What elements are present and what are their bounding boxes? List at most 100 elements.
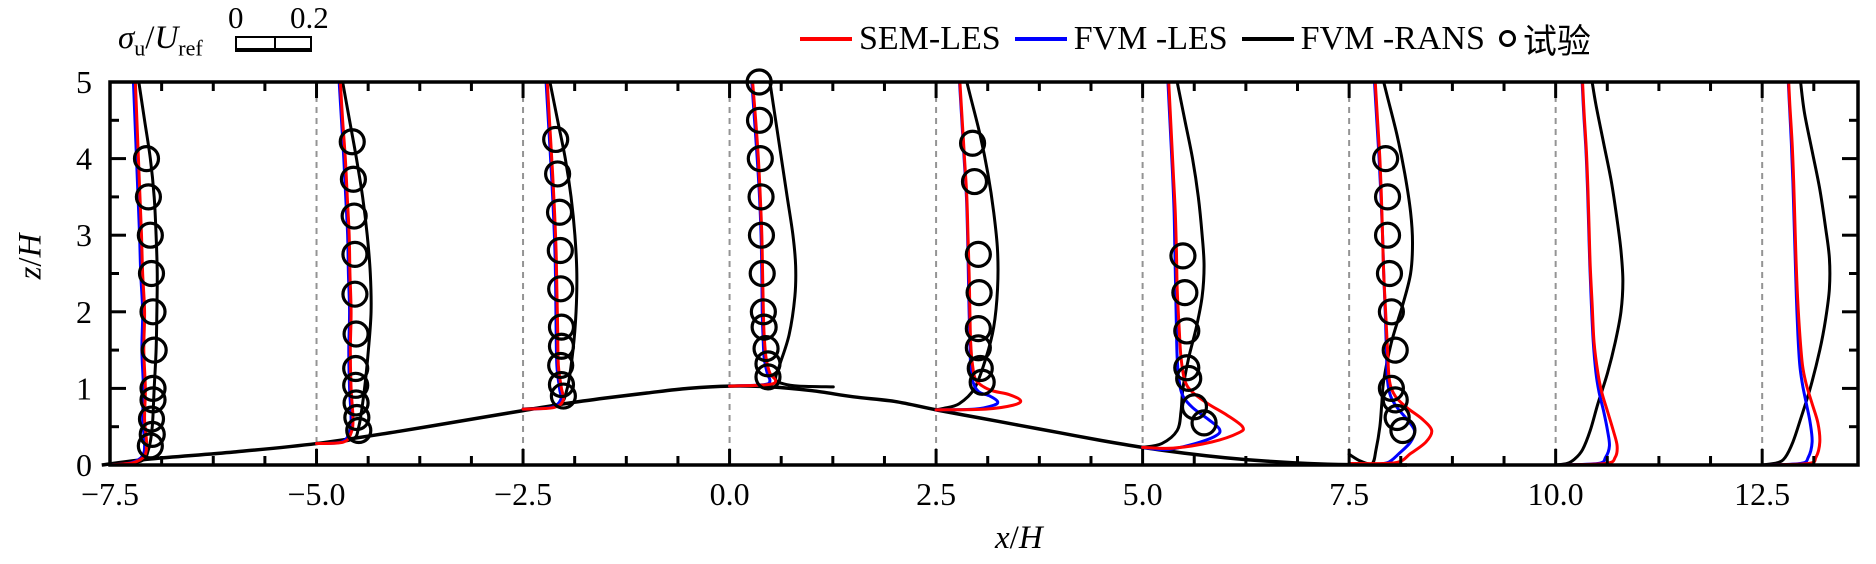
profile-rans-line xyxy=(1554,80,1625,467)
exp-marker xyxy=(136,221,164,249)
exp-marker xyxy=(342,371,370,399)
profile-sem-line xyxy=(934,80,1023,412)
profile-sem-line xyxy=(728,80,778,388)
exp-marker xyxy=(547,275,575,303)
exp-marker xyxy=(754,363,782,391)
y-title-var: z xyxy=(12,266,49,280)
profile-rans-line xyxy=(768,80,835,389)
y-tick-label: 2 xyxy=(76,294,92,330)
exp-marker xyxy=(745,106,774,134)
exp-marker xyxy=(340,202,368,230)
legend-item-sem-les: SEM-LES xyxy=(800,20,1001,58)
exp-marker xyxy=(1383,403,1411,432)
exp-marker xyxy=(544,160,572,188)
x-tick-label: 12.5 xyxy=(1734,476,1790,512)
exp-marker xyxy=(1373,221,1402,249)
x-title-den: H xyxy=(1018,520,1043,556)
exp-marker xyxy=(749,298,777,326)
scalebar-tick-02: 0.2 xyxy=(290,0,329,35)
scalebar-tick-0: 0 xyxy=(228,0,244,35)
x-tick-label: −5.0 xyxy=(287,476,345,512)
axes: −7.5 −5.0 −2.5 0.0 2.5 5.0 7.5 10.0 12.5 0 1 2 3 4 5 xyxy=(76,64,1860,512)
exp-marker xyxy=(341,280,369,308)
exp-marker xyxy=(345,416,373,445)
blue-line-swatch xyxy=(1014,36,1067,41)
legend: SEM-LES FVM -LES FVM -RANS 试验 xyxy=(800,14,1591,63)
profile-sem-line xyxy=(1760,80,1822,467)
exp-marker xyxy=(139,298,167,326)
exp-marker xyxy=(1375,259,1404,288)
exp-marker xyxy=(547,351,575,380)
exp-marker xyxy=(1381,386,1409,414)
exp-marker xyxy=(750,313,778,341)
exp-marker xyxy=(1381,336,1409,364)
exp-marker xyxy=(542,125,570,154)
exp-marker xyxy=(1169,242,1197,270)
exp-marker xyxy=(342,389,370,417)
exp-marker xyxy=(339,165,367,193)
exp-marker xyxy=(1377,298,1405,326)
exp-marker xyxy=(1373,183,1402,211)
exp-marker xyxy=(342,354,370,383)
exp-marker xyxy=(748,259,776,288)
x-tick-label: 5.0 xyxy=(1123,476,1163,512)
exp-marker xyxy=(547,370,576,399)
exp-marker xyxy=(752,334,780,363)
exp-marker xyxy=(342,320,370,348)
y-tick-label: 4 xyxy=(76,141,92,177)
exp-marker xyxy=(547,332,576,360)
exp-marker xyxy=(341,240,369,268)
exp-marker xyxy=(136,432,164,460)
experiment-markers xyxy=(132,68,1417,460)
sigma-symbol: σ xyxy=(118,20,135,56)
circle-marker-swatch xyxy=(1498,30,1516,47)
uref-symbol: U xyxy=(154,20,179,56)
legend-label-sem-les: SEM-LES xyxy=(859,19,1001,57)
profile-sem-line xyxy=(315,80,355,446)
profile-fvm-line xyxy=(1141,80,1222,452)
x-title-var: x xyxy=(995,520,1010,556)
black-line-swatch xyxy=(1241,36,1294,41)
exp-marker xyxy=(958,129,987,157)
exp-marker xyxy=(138,420,166,448)
y-title-den: H xyxy=(12,233,49,258)
exp-marker xyxy=(546,236,574,265)
exp-marker xyxy=(747,183,775,211)
station-lines xyxy=(315,82,1764,465)
x-tick-label: 0.0 xyxy=(710,476,750,512)
exp-marker xyxy=(1173,354,1201,382)
sigma-subscript: u xyxy=(134,35,146,61)
exp-marker xyxy=(1377,374,1405,402)
exp-marker xyxy=(139,374,167,402)
y-axis-title: z/H xyxy=(12,234,49,280)
legend-item-fvm-rans: FVM -RANS xyxy=(1241,19,1485,58)
exp-marker xyxy=(140,336,168,364)
profile-rans-line xyxy=(1760,80,1832,467)
exp-marker xyxy=(968,368,996,396)
red-line-swatch xyxy=(800,36,852,41)
y-tick-label: 0 xyxy=(76,447,92,483)
exp-marker xyxy=(964,334,992,362)
y-title-div: / xyxy=(12,257,49,267)
uref-subscript: ref xyxy=(178,35,203,61)
exp-marker xyxy=(1173,317,1201,345)
exp-marker xyxy=(746,145,774,173)
exp-marker xyxy=(549,382,577,410)
exp-marker xyxy=(754,350,782,378)
exp-marker xyxy=(338,128,366,156)
exp-marker xyxy=(137,405,166,433)
y-tick-label: 3 xyxy=(76,217,92,253)
exp-marker xyxy=(545,198,574,226)
exp-marker xyxy=(966,354,994,383)
x-axis-title: x/H xyxy=(995,520,1043,557)
legend-label-fvm-rans: FVM -RANS xyxy=(1300,19,1485,57)
legend-label-fvm-les: FVM -LES xyxy=(1073,19,1228,57)
profile-fvm-line xyxy=(315,80,353,446)
profile-sem-line xyxy=(1554,80,1619,467)
x-tick-label: 10.0 xyxy=(1528,476,1584,512)
exp-marker xyxy=(960,167,989,196)
x-tick-label: −2.5 xyxy=(494,476,552,512)
scalebar-ruler xyxy=(235,36,312,52)
